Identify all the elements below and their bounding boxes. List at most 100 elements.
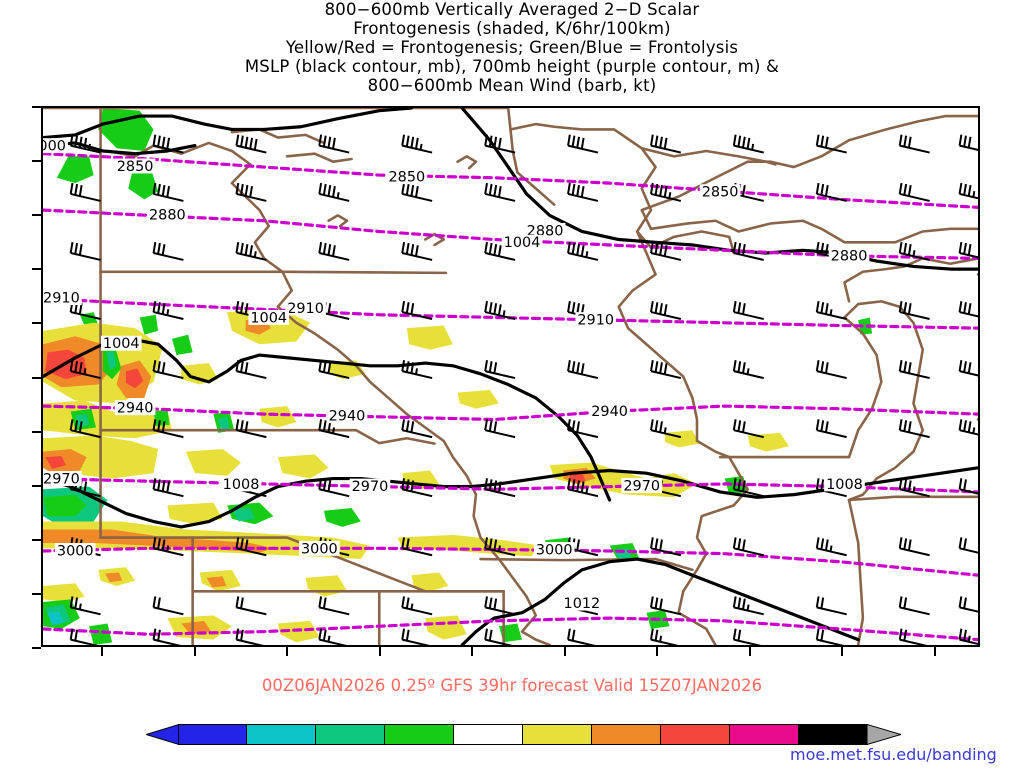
boundary-line [617,230,749,645]
wind-barb [958,241,978,259]
mslp-contour-1008b [497,466,978,499]
label-backdrop [54,543,96,558]
source-watermark: moe.met.fsu.edu/banding [790,745,997,764]
wind-barb [401,478,433,498]
y-axis-tick [32,647,41,649]
contour-label: 2880 [831,249,868,265]
boundary-line [847,498,865,645]
wind-barb [650,419,682,439]
contour-label: 2850 [388,170,425,186]
colorbar-cell-4 [454,724,523,745]
x-axis-tick [933,647,936,656]
boundary-line [635,147,736,255]
shaded-region-32 [568,472,586,484]
wind-barb [69,241,101,261]
wind-barb [484,628,513,645]
wind-barb [484,537,516,557]
label-backdrop [285,300,326,316]
label-backdrop [147,206,188,222]
shaded-region-5 [171,334,193,356]
wind-barb [401,182,433,202]
wind-barb [401,537,433,557]
wind-barb [567,182,599,202]
mslp-contour-1008 [43,476,501,529]
label-backdrop [386,169,428,185]
mslp-contours [43,108,978,645]
wind-barb [318,628,347,645]
title-line-3: Yellow/Red = Frontogenesis; Green/Blue =… [285,38,739,57]
y-axis-tick [32,376,41,379]
wind-barb [567,134,599,154]
boundary-line [230,128,326,145]
title-line-1: 800−600mb Vertically Averaged 2−D Scalar [324,0,700,19]
wind-barb [958,478,978,495]
wind-barb [152,241,184,261]
forecast-subtitle: 00Z06JAN2026 0.25º GFS 39hr forecast Val… [261,676,763,695]
wind-barb [815,301,847,320]
wind-barb [152,478,184,498]
wind-barb [69,134,101,154]
shaded-region-17 [181,363,219,385]
map-plot-area[interactable]: 2850 2850 2850 2880 2880 2880 2910 2910 2910 2940… [41,106,980,647]
wind-barb [898,134,930,154]
shaded-region-55 [89,623,113,645]
wind-barb [898,301,930,320]
label-backdrop [299,540,340,556]
wind-barb [152,419,184,439]
y-axis-tick [32,484,41,487]
label-backdrop [621,478,663,493]
height-contour-2940 [43,404,978,422]
wind-barb [235,596,267,616]
wind-barb [152,537,184,557]
wind-barb [732,360,764,380]
wind-barb [732,301,764,320]
contour-label: 2910 [287,301,324,317]
wind-barb [401,596,433,616]
height-contours-700mb [43,152,978,642]
wind-barb [318,360,350,380]
wind-barb [958,182,978,200]
wind-barb [815,596,847,616]
wind-barb [152,182,184,202]
wind-barb [650,628,679,645]
label-backdrop [114,400,156,416]
wind-barb [898,419,930,439]
height-contour-2970 [43,476,978,494]
wind-barb [401,419,433,439]
shaded-region-11 [106,350,117,371]
colorbar-cells [178,724,868,745]
shaded-region-20 [75,414,90,428]
label-backdrop [828,248,870,264]
boundary-line [327,214,349,228]
y-axis-tick [32,322,41,325]
contour-label: 3000 [536,542,573,558]
shaded-region-21 [153,409,170,426]
y-axis-tick [32,214,41,217]
mslp-contour-1004b [43,337,612,502]
wind-barb [152,134,184,154]
colorbar-cell-1 [247,724,316,745]
wind-barb [318,596,350,616]
wind-barb [898,360,930,380]
wind-barb [235,360,267,380]
wind-barb [235,537,267,557]
wind-barb [815,182,847,202]
contour-label: 1008 [223,477,260,493]
colorbar-cell-8 [730,724,799,745]
wind-barb [815,360,847,380]
height-contour-3000b [43,616,978,642]
contour-label: 2910 [577,313,614,329]
wind-barb [650,360,682,380]
wind-barb [898,537,930,557]
contour-label: 2940 [329,409,366,425]
wind-barb [567,241,599,261]
x-axis-tick [378,647,381,656]
height-contour-3000 [43,546,978,577]
wind-barb [958,596,978,613]
x-axis-tick [471,647,474,656]
wind-barb [484,182,516,202]
label-backdrop [501,234,543,250]
label-backdrop [575,312,617,328]
shaded-region-29 [277,454,329,479]
wind-barb [152,596,184,616]
